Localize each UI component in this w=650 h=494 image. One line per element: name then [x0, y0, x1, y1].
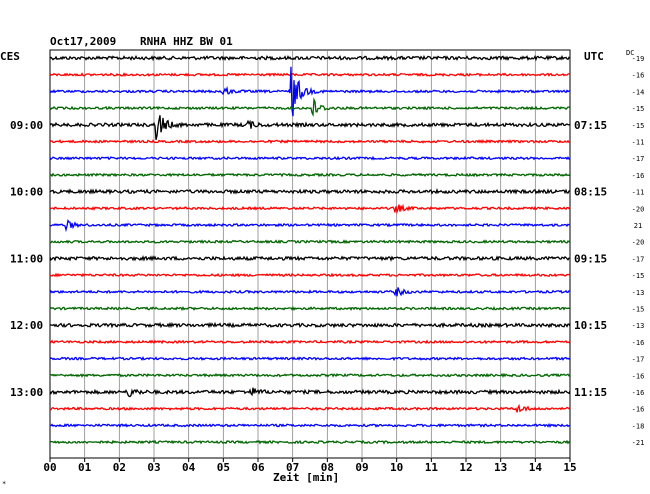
- left-hour-label: 11:00: [10, 252, 43, 265]
- trace-row: [49, 272, 571, 278]
- trace-row: [49, 254, 570, 262]
- dc-offset-label: -15: [632, 105, 645, 113]
- trace-row: [49, 387, 571, 398]
- left-timezone-label: CES: [0, 50, 20, 63]
- dc-offset-label: -16: [632, 72, 645, 80]
- axis-labels: 00 01 02 03 04 05 06 07 08 09 10 11 12 13 14 15 -19 -16 -1…: [10, 55, 644, 474]
- left-hour-label: 10:00: [10, 186, 43, 199]
- dc-offset-label: -17: [632, 155, 645, 163]
- dc-offset-label: -13: [632, 322, 645, 330]
- trace-row: [49, 239, 571, 245]
- trace-row: [49, 339, 571, 345]
- trace-row: [49, 422, 571, 428]
- trace-row: [49, 155, 571, 161]
- x-tick-label: 02: [113, 461, 126, 474]
- dc-offset-label: -16: [632, 372, 645, 380]
- dc-offset-label: -11: [632, 189, 645, 197]
- grid: [49, 49, 571, 462]
- dc-offset-label: -15: [632, 306, 645, 314]
- dc-offset-label: -21: [632, 439, 645, 447]
- trace-row: [49, 54, 571, 62]
- trace-row: [49, 72, 570, 78]
- trace-row: [49, 66, 571, 117]
- right-timezone-label: UTC: [584, 50, 604, 63]
- chart-station: RNHA HHZ BW 01: [140, 35, 233, 48]
- dc-offset-label: -18: [632, 422, 645, 430]
- x-tick-label: 14: [529, 461, 543, 474]
- x-tick-label: 12: [459, 461, 472, 474]
- right-time-label: 08:15: [574, 186, 607, 199]
- plot-frame: [49, 49, 571, 459]
- trace-row: [49, 115, 571, 140]
- trace-row: [50, 218, 570, 233]
- right-time-label: 07:15: [574, 119, 607, 132]
- dc-offset-label: -13: [632, 289, 645, 297]
- x-tick-label: 06: [251, 461, 265, 474]
- dc-offset-label: -16: [632, 406, 645, 414]
- x-tick-label: 03: [147, 461, 160, 474]
- x-tick-label: 01: [78, 461, 92, 474]
- left-hour-label: 13:00: [10, 386, 43, 399]
- dc-offset-label: -15: [632, 122, 645, 130]
- x-tick-label: 13: [494, 461, 507, 474]
- dc-offset-label: -17: [632, 255, 645, 263]
- x-tick-label: 09: [355, 461, 368, 474]
- dc-offset-label: -16: [632, 339, 645, 347]
- right-time-label: 10:15: [574, 319, 607, 332]
- dc-offset-label: -16: [632, 172, 645, 180]
- trace-row: [49, 287, 571, 297]
- x-axis-label: Zeit [min]: [273, 471, 339, 484]
- dc-offset-label: -14: [632, 88, 645, 96]
- dc-header-label: DC: [626, 49, 634, 57]
- dc-offset-label: -17: [632, 356, 645, 364]
- trace-row: [49, 139, 571, 144]
- trace-row: [49, 403, 571, 413]
- right-time-label: 09:15: [574, 252, 607, 265]
- x-tick-label: 05: [217, 461, 230, 474]
- trace-row: [49, 305, 571, 312]
- traces: [49, 54, 571, 445]
- trace-row: [49, 321, 571, 329]
- trace-row: [49, 97, 571, 118]
- dc-offset-label: -16: [632, 389, 645, 397]
- corner-mark: *: [2, 480, 6, 488]
- dc-offset-label: 21: [634, 222, 642, 230]
- x-tick-label: 11: [425, 461, 439, 474]
- dc-offset-label: -15: [632, 272, 645, 280]
- trace-row: [49, 172, 571, 178]
- dc-offset-label: -20: [632, 205, 645, 213]
- chart-date: Oct17,2009: [50, 35, 116, 48]
- trace-row: [49, 439, 571, 445]
- trace-row: [49, 355, 571, 362]
- trace-row: [50, 372, 571, 378]
- x-tick-label: 08: [321, 461, 334, 474]
- trace-row: [49, 188, 571, 196]
- dc-offset-label: -19: [632, 55, 645, 63]
- right-time-label: 11:15: [574, 386, 607, 399]
- left-hour-label: 12:00: [10, 319, 43, 332]
- x-tick-label: 15: [563, 461, 576, 474]
- x-tick-label: 10: [390, 461, 403, 474]
- x-tick-label: 07: [286, 461, 299, 474]
- x-tick-label: 04: [182, 461, 196, 474]
- dc-offset-label: -20: [632, 239, 645, 247]
- x-tick-label: 00: [43, 461, 56, 474]
- trace-row: [49, 203, 571, 215]
- dc-offset-label: -11: [632, 139, 645, 147]
- left-hour-label: 09:00: [10, 119, 43, 132]
